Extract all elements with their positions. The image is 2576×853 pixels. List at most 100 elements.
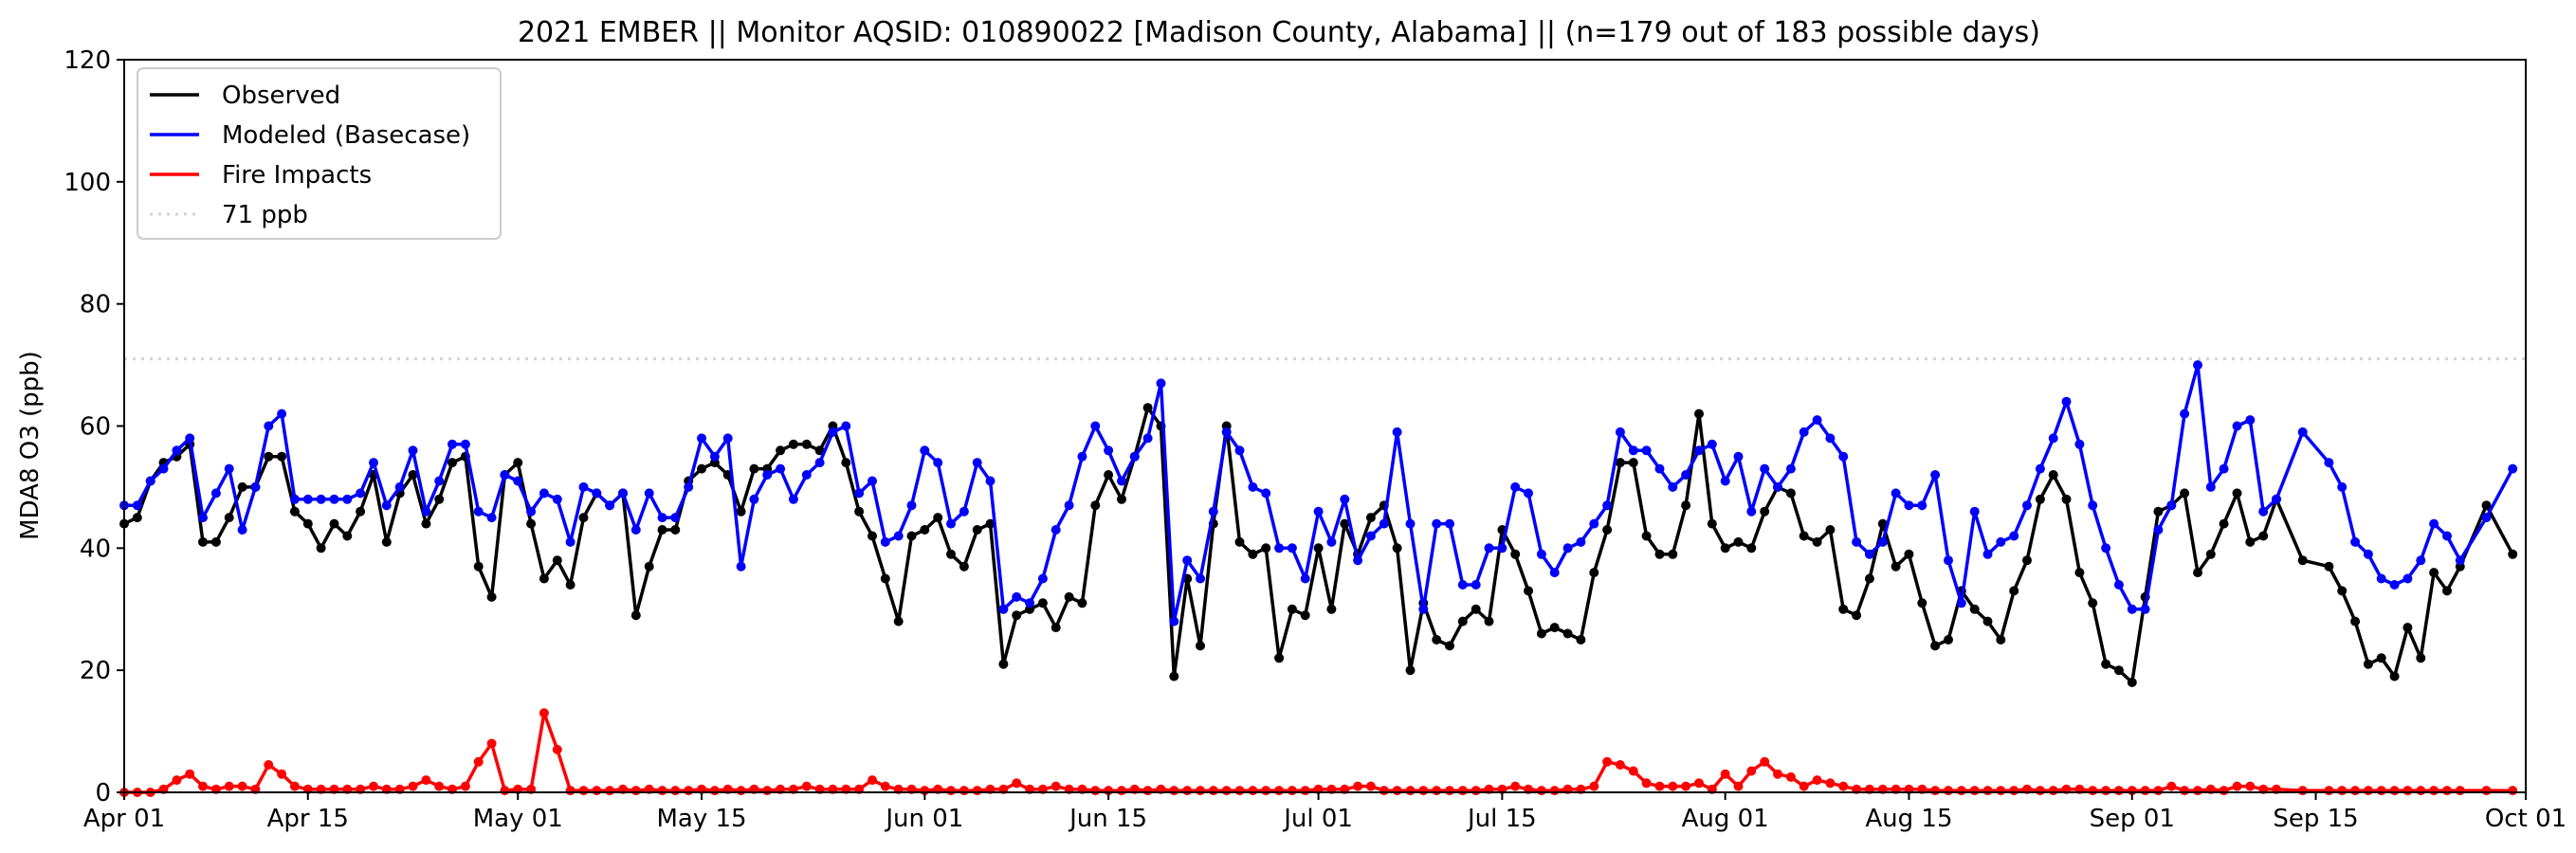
data-point-fire-impacts <box>1654 781 1665 791</box>
data-point-observed <box>2193 568 2202 578</box>
data-point-observed <box>2113 665 2124 676</box>
data-point-modeled-basecase <box>1536 549 1546 559</box>
data-point-observed <box>329 518 339 529</box>
data-point-fire-impacts <box>1300 786 1310 796</box>
data-point-observed <box>1969 604 1980 614</box>
series-fire-impacts <box>119 708 2518 797</box>
data-point-observed <box>1365 513 1376 523</box>
data-point-observed <box>1012 610 1022 621</box>
data-point-modeled-basecase <box>972 458 982 468</box>
data-point-fire-impacts <box>2455 786 2465 796</box>
data-point-fire-impacts <box>2416 786 2426 796</box>
data-point-modeled-basecase <box>2258 506 2269 517</box>
data-point-observed <box>736 506 746 517</box>
data-point-observed <box>2363 659 2373 669</box>
data-point-modeled-basecase <box>172 445 182 456</box>
data-point-fire-impacts <box>2035 786 2045 796</box>
data-point-modeled-basecase <box>1050 525 1061 535</box>
data-point-modeled-basecase <box>434 476 445 486</box>
data-point-modeled-basecase <box>1261 488 1271 499</box>
data-point-fire-impacts <box>2153 786 2164 796</box>
data-point-observed <box>2022 555 2032 566</box>
data-point-modeled-basecase <box>1471 580 1481 590</box>
data-point-modeled-basecase <box>722 433 733 444</box>
data-point-observed <box>1812 536 1822 547</box>
data-point-fire-impacts <box>1668 781 1678 791</box>
data-point-modeled-basecase <box>264 421 274 431</box>
data-point-fire-impacts <box>946 786 956 796</box>
data-point-modeled-basecase <box>1904 500 1914 511</box>
x-tick-label: May 01 <box>473 805 563 833</box>
data-point-modeled-basecase <box>1562 543 1573 554</box>
data-point-modeled-basecase <box>486 513 497 523</box>
data-point-modeled-basecase <box>1576 536 1586 547</box>
data-point-observed <box>1142 403 1153 413</box>
data-point-observed <box>1799 531 1809 541</box>
data-point-observed <box>1628 458 1638 468</box>
data-point-modeled-basecase <box>697 433 706 444</box>
data-point-modeled-basecase <box>513 476 523 486</box>
data-point-modeled-basecase <box>1234 445 1245 456</box>
data-point-modeled-basecase <box>1668 481 1678 492</box>
data-point-fire-impacts <box>1432 786 1442 796</box>
data-point-modeled-basecase <box>2442 531 2452 541</box>
data-point-fire-impacts <box>185 769 195 779</box>
data-point-modeled-basecase <box>1877 536 1888 547</box>
data-point-observed <box>2429 568 2439 578</box>
data-point-modeled-basecase <box>132 500 142 511</box>
data-point-modeled-basecase <box>2074 439 2085 449</box>
data-point-modeled-basecase <box>933 458 943 468</box>
data-point-modeled-basecase <box>1326 536 1337 547</box>
data-point-modeled-basecase <box>946 518 956 529</box>
data-point-modeled-basecase <box>2245 415 2256 426</box>
data-point-modeled-basecase <box>2140 604 2150 614</box>
data-point-observed <box>2245 536 2256 547</box>
data-point-observed <box>2402 623 2413 633</box>
data-point-fire-impacts <box>1142 786 1153 796</box>
data-point-modeled-basecase <box>1852 536 1862 547</box>
data-point-modeled-basecase <box>1037 573 1048 584</box>
data-point-modeled-basecase <box>460 439 470 449</box>
data-point-observed <box>2337 586 2348 596</box>
data-point-modeled-basecase <box>1090 421 1101 431</box>
series-line-modeled-basecase <box>124 363 2514 624</box>
data-point-fire-impacts <box>2088 786 2098 796</box>
data-point-modeled-basecase <box>1785 463 1796 474</box>
data-point-fire-impacts <box>1208 786 1218 796</box>
x-tick-label: Oct 01 <box>2485 805 2567 833</box>
data-point-observed <box>1589 568 1599 578</box>
data-point-observed <box>1064 591 1074 602</box>
data-point-modeled-basecase <box>1694 445 1704 456</box>
data-point-modeled-basecase <box>1930 470 1941 480</box>
legend-box <box>137 67 502 240</box>
data-point-fire-impacts <box>460 781 470 791</box>
data-point-modeled-basecase <box>1392 426 1402 437</box>
data-point-fire-impacts <box>1785 771 1796 782</box>
data-point-fire-impacts <box>1838 781 1849 791</box>
data-point-modeled-basecase <box>329 494 339 504</box>
data-point-fire-impacts <box>1694 778 1704 789</box>
data-point-observed <box>1668 549 1678 559</box>
data-point-observed <box>814 445 825 456</box>
data-point-fire-impacts <box>486 738 497 749</box>
legend-label-fire: Fire Impacts <box>222 161 372 190</box>
data-point-fire-impacts <box>2048 786 2058 796</box>
data-point-modeled-basecase <box>1996 536 2006 547</box>
data-point-fire-impacts <box>1261 786 1271 796</box>
x-tick-label: Jun 01 <box>884 805 963 833</box>
data-point-modeled-basecase <box>2180 408 2190 419</box>
data-point-modeled-basecase <box>880 536 890 547</box>
data-point-observed <box>2376 653 2386 663</box>
data-point-fire-impacts <box>762 786 773 796</box>
data-point-observed <box>972 525 982 535</box>
data-point-modeled-basecase <box>1746 506 1757 517</box>
data-point-fire-impacts <box>592 786 602 796</box>
data-point-modeled-basecase <box>277 408 287 419</box>
data-point-modeled-basecase <box>868 476 877 486</box>
data-point-fire-impacts <box>1471 786 1481 796</box>
data-point-modeled-basecase <box>1681 470 1691 480</box>
data-point-observed <box>2232 488 2242 499</box>
data-point-modeled-basecase <box>500 470 510 480</box>
x-tick-label: Jul 01 <box>1282 805 1353 833</box>
data-point-observed <box>1917 598 1927 608</box>
